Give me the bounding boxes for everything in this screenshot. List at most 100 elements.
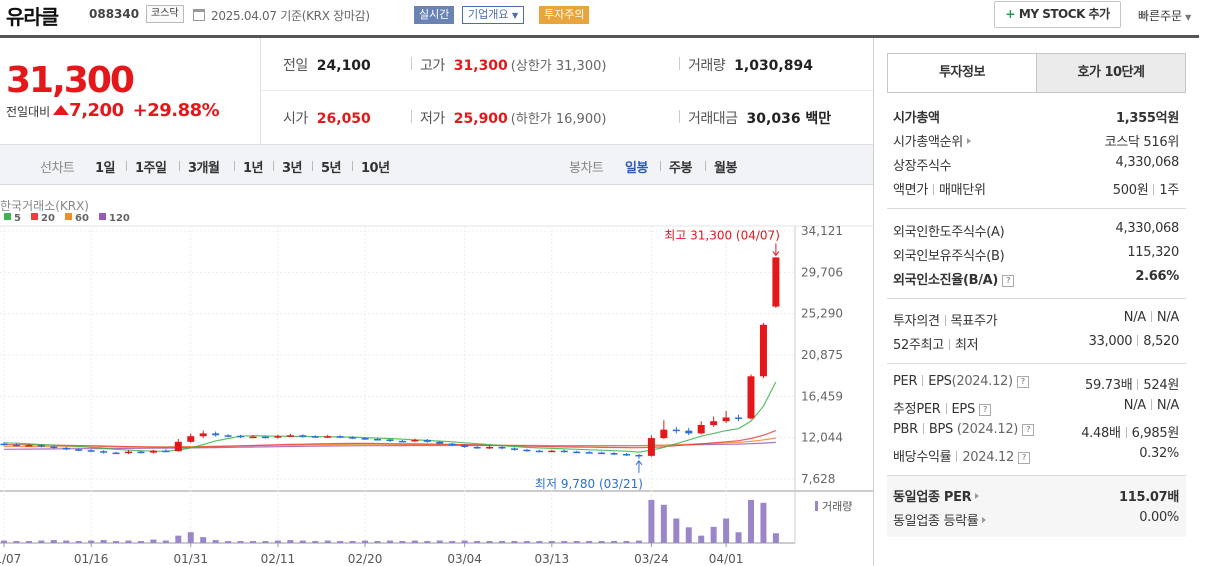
volume-bar xyxy=(237,541,244,543)
candle-body xyxy=(187,436,195,442)
candle-body xyxy=(125,451,132,454)
candle-body xyxy=(747,376,755,419)
candle-body xyxy=(311,436,319,438)
amount-label: 거래대금 xyxy=(688,111,738,127)
help-icon[interactable]: ? xyxy=(1002,275,1015,287)
ma-legend-swatch xyxy=(31,213,38,220)
divider xyxy=(411,57,412,70)
volume-bar xyxy=(50,540,57,543)
candle-body xyxy=(647,438,655,456)
company-overview-button[interactable]: 기업개요 ▼ xyxy=(462,6,525,24)
pbr-value: 4.48배 xyxy=(1081,426,1121,441)
info-row-sector-per[interactable]: 동일업종 PER 115.07배 xyxy=(893,486,1179,508)
y-tick-label: 16,459 xyxy=(801,389,843,403)
x-tick-label: 04/01 xyxy=(709,552,744,566)
candle-chart-svg[interactable]: 한국거래소(KRX)5 20 60 120 34,121 29,706 25,290 20,8… xyxy=(0,186,873,566)
open-price: 시가 26,050 xyxy=(283,108,371,128)
candle-body xyxy=(224,435,232,437)
candle-body xyxy=(560,450,568,453)
volume-bar xyxy=(660,504,667,543)
stock-code: 088340 xyxy=(89,7,140,21)
help-icon[interactable]: ? xyxy=(1016,376,1029,388)
info-row-sector-change[interactable]: 동일업종 등락률 0.00% xyxy=(893,510,1179,532)
price-change-row: 전일대비 7,200 +29.88% xyxy=(6,100,220,121)
add-mystock-button[interactable]: + MY STOCK 추가 xyxy=(994,1,1121,28)
period-1w[interactable]: 1주일 xyxy=(135,161,167,176)
volume-bar xyxy=(461,540,468,543)
y-tick-label: 7,628 xyxy=(801,472,835,486)
divider xyxy=(312,161,313,171)
period-5y[interactable]: 5년 xyxy=(321,161,342,176)
market-cap-value: 1,355억원 xyxy=(1116,111,1179,126)
period-10y[interactable]: 10년 xyxy=(361,161,390,176)
candle-body xyxy=(274,436,282,438)
sector-change-value: 0.00% xyxy=(1139,510,1179,525)
tab-hoga-10[interactable]: 호가 10단계 xyxy=(1036,54,1185,92)
candle-body xyxy=(523,449,531,452)
par-value: 500원 xyxy=(1112,183,1149,198)
y-tick-label: 12,044 xyxy=(801,431,843,445)
shares-value: 4,330,068 xyxy=(1115,155,1180,170)
candle-body xyxy=(0,443,8,446)
header-divider xyxy=(0,35,1199,38)
tab-invest-info[interactable]: 투자정보 xyxy=(888,54,1036,92)
volume-bar xyxy=(436,540,443,543)
candle-body xyxy=(361,438,369,440)
volume-bar xyxy=(411,540,418,543)
volume-bar xyxy=(1,540,7,543)
period-1y[interactable]: 1년 xyxy=(243,161,264,176)
change-label: 전일대비 xyxy=(6,105,51,119)
volume-bar xyxy=(698,535,705,543)
shares-label: 상장주식수 xyxy=(893,159,952,174)
bps-label: BPS xyxy=(928,422,954,437)
realtime-button[interactable]: 실시간 xyxy=(414,6,455,24)
high-annotation: 최고 31,300 (04/07) xyxy=(664,228,780,242)
info-row-foreign-limit: 외국인한도주식수(A) 4,330,068 xyxy=(893,221,1179,243)
foreign-rate-label: 외국인소진율(B/A) xyxy=(893,273,999,288)
divider xyxy=(179,161,180,171)
divider xyxy=(887,363,1186,364)
candle-body xyxy=(411,439,419,442)
volume-bar xyxy=(125,540,132,543)
eps-label: EPS xyxy=(928,374,952,389)
candle-monthly[interactable]: 월봉 xyxy=(714,161,737,176)
volume-bar xyxy=(187,532,194,543)
period-1d[interactable]: 1일 xyxy=(95,161,116,176)
price-chart[interactable]: 한국거래소(KRX) 5 20 60 120 34,121 29,706 25,290 20,8… xyxy=(0,186,873,566)
prev-close: 전일 24,100 xyxy=(283,55,371,75)
stock-name: 유라클 xyxy=(6,5,59,29)
candle-body xyxy=(374,439,381,441)
info-row-52w: 52주최고 최저 33,000 8,520 xyxy=(893,334,1179,356)
foreign-hold-value: 115,320 xyxy=(1127,245,1179,260)
chevron-down-icon: ▼ xyxy=(511,11,519,20)
period-3m[interactable]: 3개월 xyxy=(188,161,220,176)
candle-weekly[interactable]: 주봉 xyxy=(669,161,692,176)
est-eps-label: EPS xyxy=(951,402,976,417)
help-icon[interactable]: ? xyxy=(978,404,991,416)
sector-per-label: 동일업종 PER xyxy=(893,490,972,505)
volume-bar xyxy=(685,527,692,543)
low-label: 저가 xyxy=(420,111,445,127)
help-icon[interactable]: ? xyxy=(1017,452,1030,464)
ma-legend-swatch xyxy=(4,213,11,220)
help-icon[interactable]: ? xyxy=(1022,424,1035,436)
candle-daily[interactable]: 일봉 xyxy=(625,161,648,176)
info-row-rank[interactable]: 시가총액순위 코스닥 516위 xyxy=(893,131,1179,153)
candle-body xyxy=(249,436,257,439)
chart-source-label: 한국거래소(KRX) xyxy=(0,199,89,213)
candle-body xyxy=(199,433,207,437)
divider xyxy=(660,161,661,171)
candle-body xyxy=(261,436,269,439)
ma-legend-swatch xyxy=(99,213,106,220)
candle-body xyxy=(610,453,618,455)
info-row-est-per: 추정PER EPS? N/A N/A xyxy=(893,398,1179,420)
divider xyxy=(273,161,274,171)
quick-order-button[interactable]: 빠른주문 ▼ xyxy=(1138,7,1191,24)
volume-bar xyxy=(113,541,120,543)
candle-body xyxy=(710,421,718,425)
info-row-par: 액면가 매매단위 500원 1주 xyxy=(893,179,1179,201)
period-3y[interactable]: 3년 xyxy=(282,161,303,176)
chart-toolbar: 선차트 1일 1주일 3개월 1년 3년 5년 10년 봉차트 일봉 주봉 월봉 xyxy=(0,145,873,185)
foreign-limit-label: 외국인한도주식수(A) xyxy=(893,225,1005,240)
open-value: 26,050 xyxy=(316,111,371,127)
